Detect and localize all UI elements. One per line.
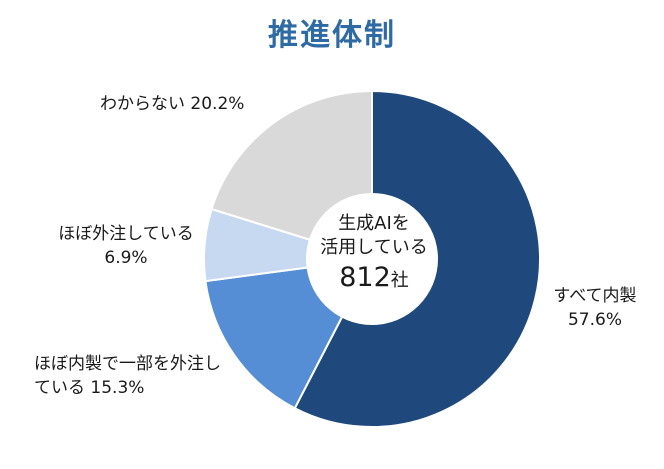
label-mostly-inhouse: ほぼ内製で一部を外注し ている 15.3%: [34, 352, 221, 400]
center-count-unit: 社: [390, 270, 409, 291]
label-mostly-inhouse-name-1: ほぼ内製で一部を外注し: [34, 354, 221, 374]
label-unknown-value: 20.2%: [190, 94, 245, 114]
chart-title: 推進体制: [268, 18, 396, 53]
label-all-inhouse-value: 57.6%: [567, 310, 622, 330]
center-line-2: 活用している: [320, 237, 428, 258]
label-mostly-inhouse-name-2: ている: [34, 378, 85, 398]
label-mostly-inhouse-value: 15.3%: [90, 378, 145, 398]
center-count: 812社: [309, 260, 439, 299]
label-all-inhouse: すべて内製 57.6%: [540, 284, 650, 332]
center-line-1: 生成AIを: [338, 213, 410, 234]
center-count-number: 812: [339, 262, 391, 293]
donut-hole: [306, 193, 438, 325]
label-unknown: わからない 20.2%: [100, 92, 244, 116]
label-mostly-outsourced-value: 6.9%: [104, 248, 148, 268]
label-all-inhouse-name: すべて内製: [553, 286, 637, 306]
center-label: 生成AIを 活用している 812社: [309, 212, 439, 299]
label-mostly-outsourced-name: ほぼ外注している: [58, 224, 194, 244]
label-unknown-name: わからない: [100, 94, 185, 114]
label-mostly-outsourced: ほぼ外注している 6.9%: [56, 222, 196, 270]
